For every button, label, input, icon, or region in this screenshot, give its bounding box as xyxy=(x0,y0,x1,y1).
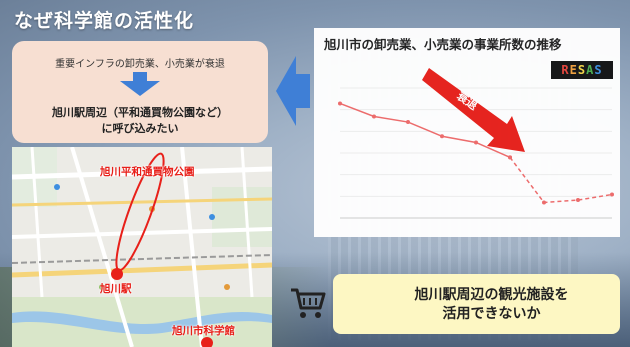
shopping-cart-icon xyxy=(291,288,326,318)
left-arrow-icon xyxy=(276,56,310,126)
series-line-actual xyxy=(339,102,511,159)
map[interactable]: 旭川平和通買物公園 旭川駅 旭川市科学館 xyxy=(12,147,272,347)
problem-text: 重要インフラの卸売業、小売業が衰退 xyxy=(55,59,225,70)
data-point xyxy=(440,134,444,139)
resas-logo-letter: S xyxy=(594,63,603,77)
resas-logo-letter: E xyxy=(569,63,578,77)
data-point xyxy=(474,140,478,145)
solution-text: 旭川駅周辺の観光施設を 活用できないか xyxy=(373,286,610,324)
data-point xyxy=(576,198,580,203)
slide-title: なぜ科学館の活性化 xyxy=(14,10,195,32)
goal-text: 旭川駅周辺（平和通買物公園など） に呼び込みたい xyxy=(12,105,268,137)
goal-text-line2: に呼び込みたい xyxy=(101,122,179,135)
decline-arrow-icon xyxy=(422,68,525,152)
solution-box: 旭川駅周辺の観光施設を 活用できないか xyxy=(333,274,620,334)
data-point xyxy=(372,114,376,119)
data-point xyxy=(508,155,512,160)
chart-panel: 衰退 旭川市の卸売業、小売業の事業所数の推移 RESAS xyxy=(314,28,620,237)
line-chart: 衰退 xyxy=(338,68,614,219)
chart-title: 旭川市の卸売業、小売業の事業所数の推移 xyxy=(324,37,562,52)
goal-text-line1: 旭川駅周辺（平和通買物公園など） xyxy=(52,106,228,119)
down-arrow-icon xyxy=(120,72,160,96)
data-point xyxy=(610,192,614,197)
data-point xyxy=(406,120,410,125)
resas-logo-letter: R xyxy=(561,63,570,77)
resas-logo: RESAS xyxy=(551,61,613,79)
map-graphic xyxy=(12,147,272,347)
map-label-museum: 旭川市科学館 xyxy=(172,325,235,337)
resas-logo-letter: A xyxy=(586,63,595,77)
data-point xyxy=(542,200,546,205)
series-line-projected xyxy=(509,156,613,204)
map-label-station: 旭川駅 xyxy=(100,283,132,295)
map-label-park: 旭川平和通買物公園 xyxy=(100,166,195,178)
solution-text-line1: 旭川駅周辺の観光施設を xyxy=(414,287,569,303)
problem-box: 重要インフラの卸売業、小売業が衰退 旭川駅周辺（平和通買物公園など） に呼び込み… xyxy=(12,41,268,143)
solution-text-line2: 活用できないか xyxy=(442,306,541,322)
data-point xyxy=(338,101,342,106)
resas-logo-letter: S xyxy=(577,63,587,77)
